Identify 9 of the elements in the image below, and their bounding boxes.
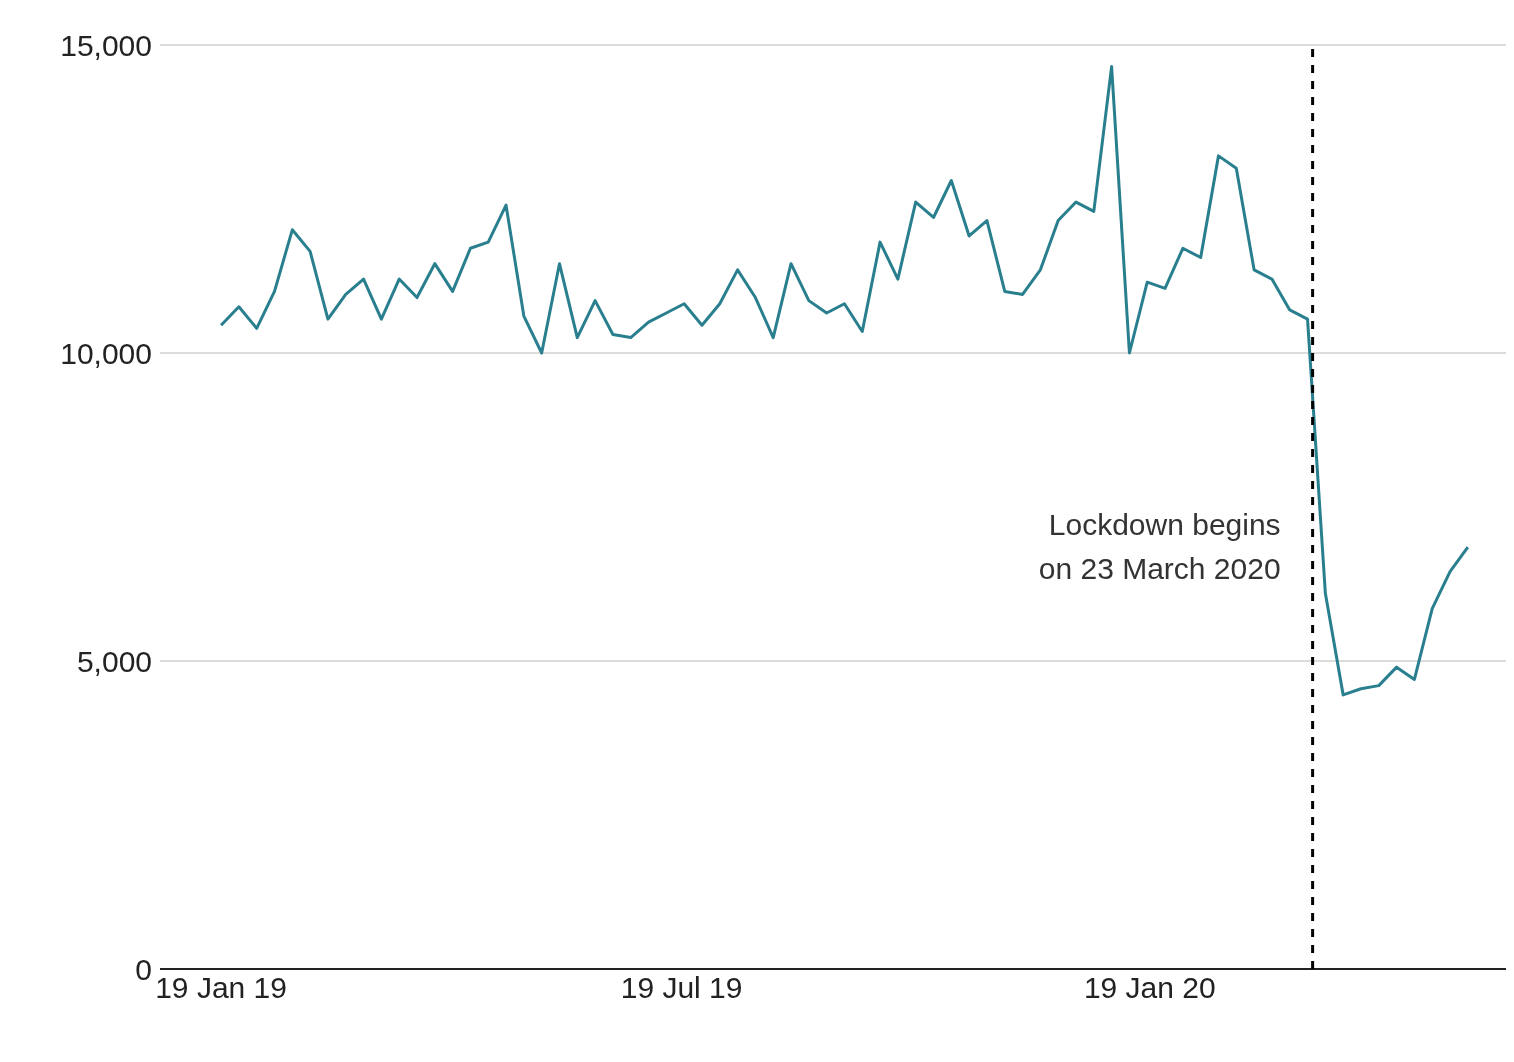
x-tick-label: 19 Jan 19 [155, 971, 287, 1005]
y-tick-label: 5,000 [76, 644, 152, 678]
x-tick-label: 19 Jan 20 [1083, 971, 1216, 1005]
y-tick-label: 15,000 [60, 28, 152, 62]
x-tick-label: 19 Jul 19 [620, 971, 743, 1005]
line-series [219, 65, 1470, 697]
ref-line-label: Lockdown begins on 23 March 2020 [1038, 508, 1281, 585]
y-tick-label: 10,000 [60, 336, 152, 370]
y-tick-label: 0 [135, 952, 152, 986]
